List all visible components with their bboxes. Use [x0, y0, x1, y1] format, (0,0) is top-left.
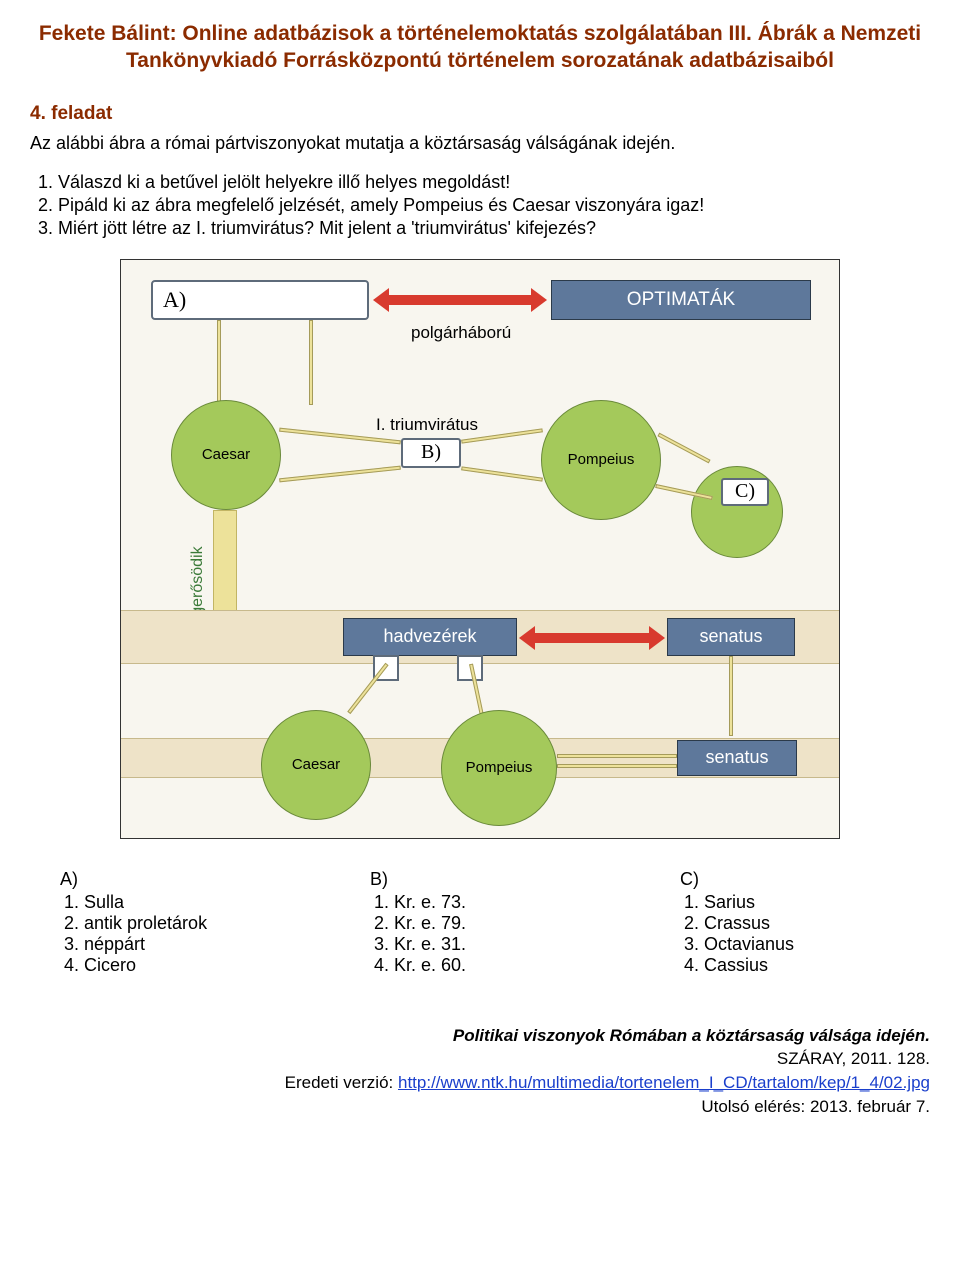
page-header: Fekete Bálint: Online adatbázisok a tört…: [30, 20, 930, 75]
col-A-head: A): [60, 869, 310, 890]
option: Kr. e. 31.: [394, 934, 620, 955]
task-intro: Az alábbi ábra a római pártviszonyokat m…: [30, 133, 930, 154]
roman-politics-diagram: A) OPTIMATÁK polgárháború Caesar Pompeiu…: [120, 259, 840, 839]
col-B-head: B): [370, 869, 620, 890]
link-prefix: Eredeti verzió:: [285, 1073, 398, 1092]
option: Kr. e. 60.: [394, 955, 620, 976]
arrow-hadvezerek-senatus: [519, 626, 665, 650]
option: Crassus: [704, 913, 930, 934]
task-number: 4. feladat: [30, 103, 930, 125]
circle-pompeius-top: Pompeius: [541, 400, 661, 520]
connector-line: [347, 662, 388, 713]
box-C: C): [721, 478, 769, 506]
question-3: Miért jött létre az I. triumvirátus? Mit…: [58, 218, 930, 239]
source-link[interactable]: http://www.ntk.hu/multimedia/tortenelem_…: [398, 1073, 930, 1092]
option: Octavianus: [704, 934, 930, 955]
answers-col-C: C) Sarius Crassus Octavianus Cassius: [680, 869, 930, 994]
answers-col-B: B) Kr. e. 73. Kr. e. 79. Kr. e. 31. Kr. …: [370, 869, 620, 994]
answers-col-A: A) Sulla antik proletárok néppárt Cicero: [60, 869, 310, 994]
connector-line: [557, 764, 677, 768]
box-B: B): [401, 438, 461, 468]
circle-caesar-bottom: Caesar: [261, 710, 371, 820]
connector-line: [279, 465, 401, 482]
option: Kr. e. 79.: [394, 913, 620, 934]
label-polgarhaboru: polgárháború: [411, 323, 511, 343]
connector-line: [557, 754, 677, 758]
arrow-A-optimatak: [373, 288, 547, 312]
option: Sulla: [84, 892, 310, 913]
box-senatus-bottom: senatus: [677, 740, 797, 776]
option: Cicero: [84, 955, 310, 976]
answer-options: A) Sulla antik proletárok néppárt Cicero…: [30, 869, 930, 994]
option: antik proletárok: [84, 913, 310, 934]
circle-pompeius-bottom: Pompeius: [441, 710, 557, 826]
connector-line: [729, 656, 733, 736]
connector-line: [217, 320, 221, 405]
box-optimatak: OPTIMATÁK: [551, 280, 811, 320]
box-senatus-mid: senatus: [667, 618, 795, 656]
option: Kr. e. 73.: [394, 892, 620, 913]
box-hadvezerek: hadvezérek: [343, 618, 517, 656]
col-C-head: C): [680, 869, 930, 890]
circle-caesar-top: Caesar: [171, 400, 281, 510]
source-citation: SZÁRAY, 2011. 128.: [30, 1047, 930, 1071]
footer-citation: Politikai viszonyok Rómában a köztársasá…: [30, 1024, 930, 1119]
access-date: Utolsó elérés: 2013. február 7.: [30, 1095, 930, 1119]
connector-line: [657, 432, 710, 463]
connector-line: [461, 466, 543, 481]
source-link-line: Eredeti verzió: http://www.ntk.hu/multim…: [30, 1071, 930, 1095]
label-triumviratus: I. triumvirátus: [376, 415, 478, 435]
question-list: Válaszd ki a betűvel jelölt helyekre ill…: [30, 172, 930, 239]
option: Cassius: [704, 955, 930, 976]
option: Sarius: [704, 892, 930, 913]
connector-line: [309, 320, 313, 405]
figure-caption: Politikai viszonyok Rómában a köztársasá…: [30, 1024, 930, 1048]
question-1: Válaszd ki a betűvel jelölt helyekre ill…: [58, 172, 930, 193]
option: néppárt: [84, 934, 310, 955]
box-A: A): [151, 280, 369, 320]
question-2: Pipáld ki az ábra megfelelő jelzését, am…: [58, 195, 930, 216]
arrow-megerosodik: [213, 510, 237, 620]
